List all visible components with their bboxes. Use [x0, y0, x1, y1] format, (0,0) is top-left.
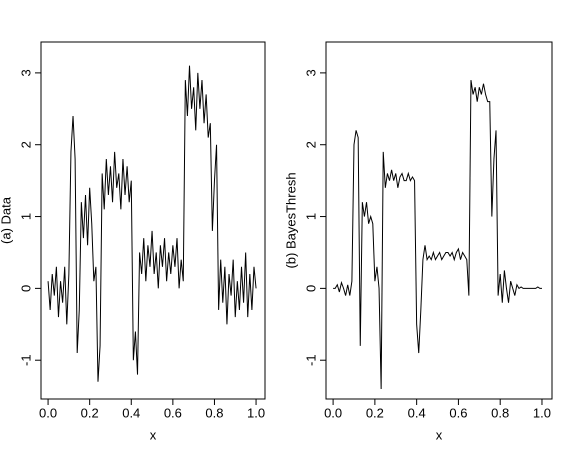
x-tick-label: 0.8 [205, 405, 223, 420]
data-line [333, 79, 542, 389]
x-tick-label: 0.8 [491, 405, 509, 420]
y-axis-label: (b) BayesThresh [283, 172, 298, 268]
x-axis-label: x [436, 427, 443, 442]
y-tick-label: 3 [303, 69, 318, 76]
y-tick-label: 2 [18, 141, 33, 148]
data-line [47, 65, 257, 382]
plot-frame [325, 41, 553, 400]
y-axis-label: (a) Data [0, 196, 13, 244]
y-tick-label: -1 [18, 354, 33, 366]
y-tick-label: 1 [18, 213, 33, 220]
y-tick-label: 1 [303, 213, 318, 220]
x-tick-label: 0.6 [449, 405, 467, 420]
x-tick-label: 0.6 [164, 405, 182, 420]
x-tick-label: 1.0 [533, 405, 551, 420]
x-tick-label: 0.2 [366, 405, 384, 420]
x-tick-label: 0.4 [408, 405, 426, 420]
y-tick-label: -1 [303, 354, 318, 366]
x-tick-label: 0.2 [81, 405, 99, 420]
y-tick-label: 0 [18, 285, 33, 292]
x-tick-label: 1.0 [247, 405, 265, 420]
x-tick-label: 0.0 [39, 405, 57, 420]
plot-frame [40, 41, 266, 400]
x-tick-label: 0.4 [122, 405, 140, 420]
y-tick-label: 3 [18, 69, 33, 76]
y-tick-label: 0 [303, 285, 318, 292]
x-axis-label: x [150, 427, 157, 442]
x-tick-label: 0.0 [324, 405, 342, 420]
y-tick-label: 2 [303, 141, 318, 148]
